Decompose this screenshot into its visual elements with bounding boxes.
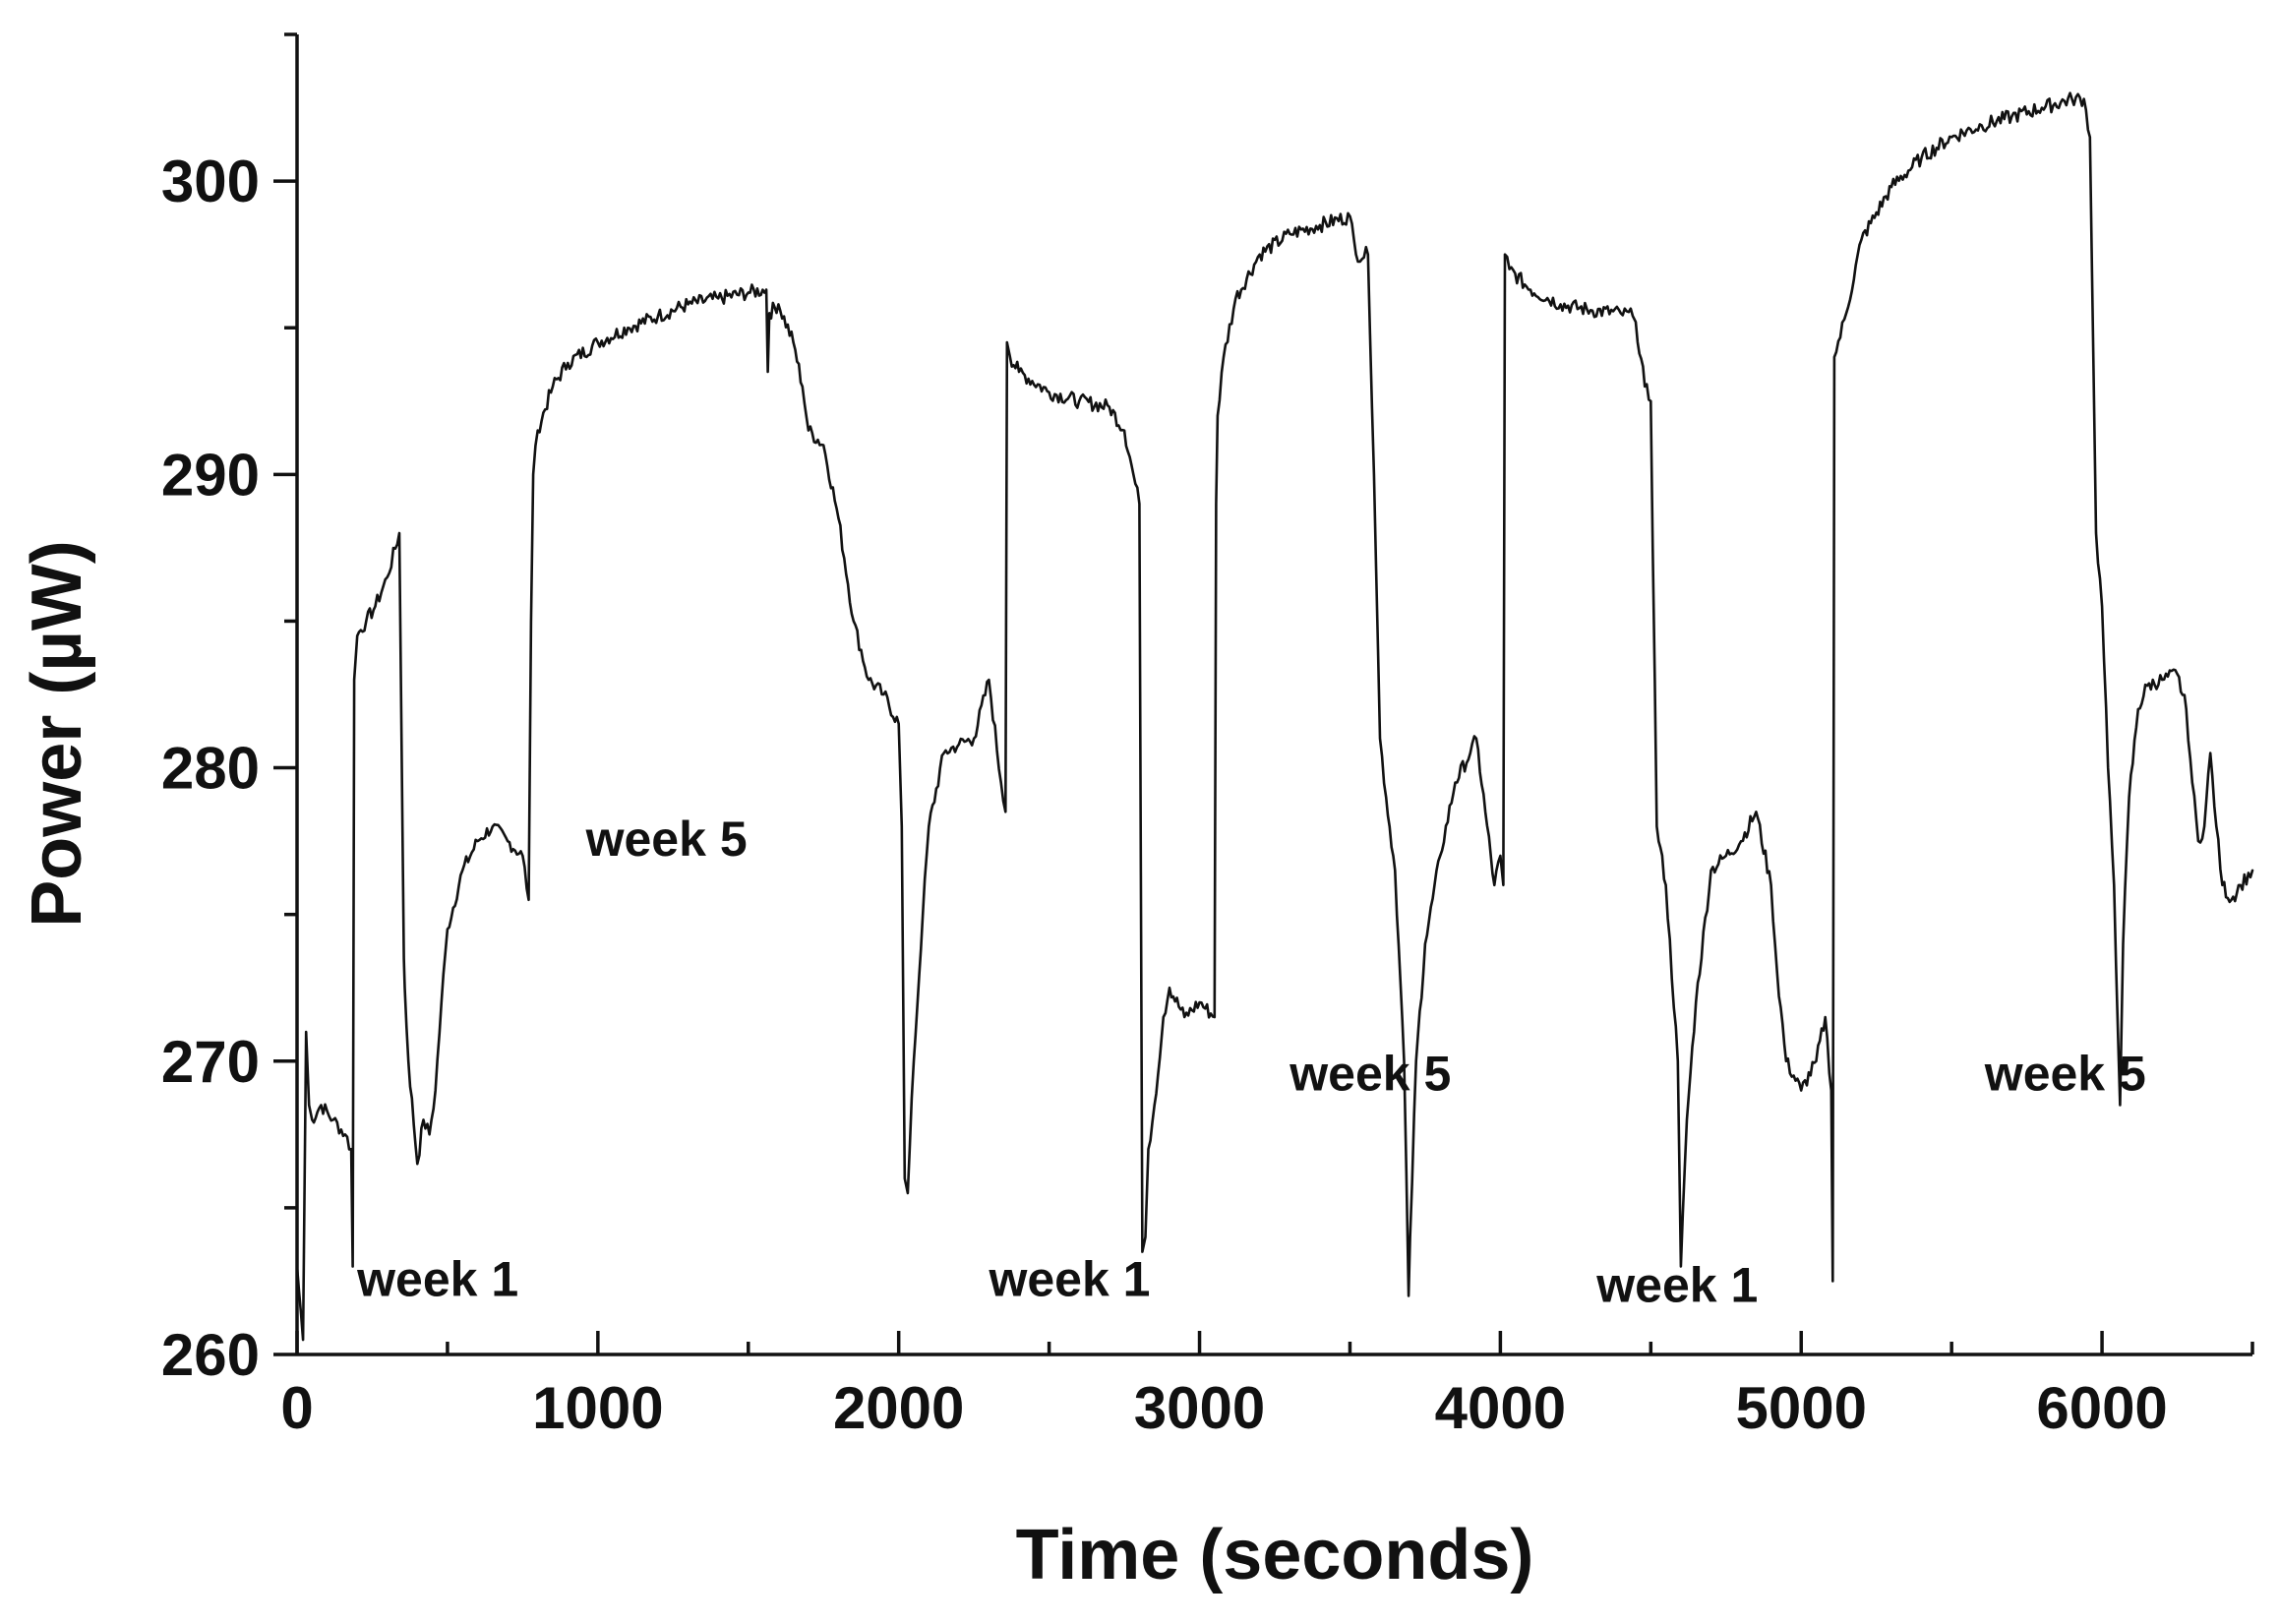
series-line-power <box>295 91 2254 1342</box>
x-tick-label: 0 <box>280 1375 313 1441</box>
x-axis-title: Time (seconds) <box>1016 1516 1534 1594</box>
plot-area <box>295 91 2254 1342</box>
axes: 0 1000 2000 3000 4000 5000 6000 260 270 280 290 300 <box>161 32 2254 1441</box>
x-tick-label: 5000 <box>1735 1375 1866 1441</box>
annotations: week 1 week 5 week 1 week 5 week 1 week 5 <box>356 812 2146 1312</box>
week-annotation: week 1 <box>356 1251 518 1306</box>
labels: Time (seconds) Power (µW) <box>18 540 1533 1594</box>
x-tick-label: 6000 <box>2036 1375 2167 1441</box>
week-annotation: week 5 <box>1289 1047 1451 1102</box>
x-tick-label: 2000 <box>833 1375 964 1441</box>
x-tick-label: 1000 <box>532 1375 663 1441</box>
week-annotation: week 1 <box>1595 1257 1758 1312</box>
y-axis-title: Power (µW) <box>18 540 96 927</box>
y-tick-label: 290 <box>161 442 260 508</box>
week-annotation: week 1 <box>988 1251 1150 1306</box>
y-tick-label: 280 <box>161 736 260 802</box>
week-annotation: week 5 <box>585 812 748 867</box>
week-annotation: week 5 <box>1984 1047 2146 1102</box>
y-tick-label: 270 <box>161 1029 260 1095</box>
x-tick-label: 3000 <box>1134 1375 1265 1441</box>
y-tick-label: 300 <box>161 149 260 214</box>
x-tick-label: 4000 <box>1435 1375 1566 1441</box>
y-tick-label: 260 <box>161 1322 260 1388</box>
